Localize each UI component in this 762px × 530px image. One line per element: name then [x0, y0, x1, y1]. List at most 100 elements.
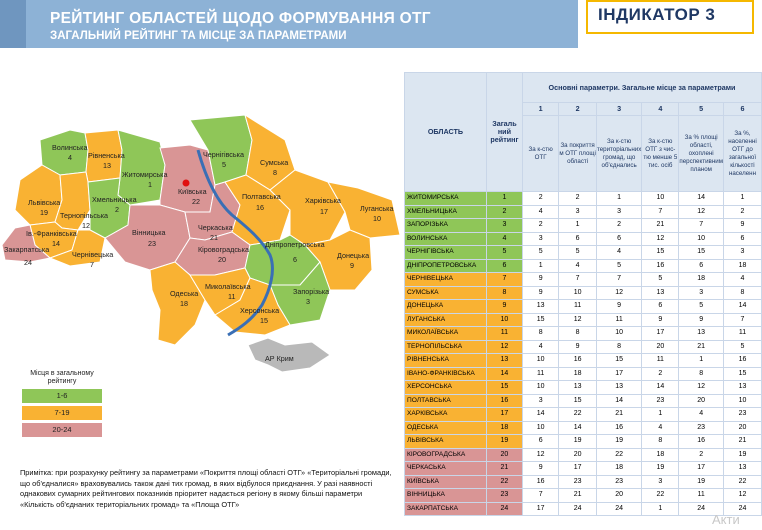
row-param-value: 14 [522, 407, 560, 422]
row-param-value: 12 [641, 231, 680, 246]
row-param-value: 22 [722, 474, 762, 489]
row-param-value: 3 [722, 245, 762, 260]
rank-chernivetska: 7 [90, 260, 94, 269]
region-labels: Волинська 4 Рівненська 13 Житомирська 1 … [4, 143, 393, 363]
rank-khmelnytska: 2 [115, 205, 119, 214]
row-param-value: 3 [522, 393, 560, 408]
row-param-value: 3 [595, 204, 643, 219]
row-param-value: 11 [522, 366, 560, 381]
label-volynska: Волинська [52, 143, 87, 152]
row-param-value: 24 [558, 501, 597, 516]
region-zhytomyrska[interactable] [117, 129, 166, 206]
row-param-value: 12 [678, 380, 724, 395]
row-param-value: 18 [595, 461, 643, 476]
group-header: Основні параметри. Загальне місце за пар… [522, 72, 762, 103]
param-name: За %, населенні ОТГ до загальної кількос… [722, 115, 762, 192]
row-param-value: 1 [641, 407, 680, 422]
row-param-value: 10 [678, 231, 724, 246]
rank-zhytomyrska: 1 [148, 180, 152, 189]
region-lvivska[interactable] [14, 164, 63, 226]
row-param-value: 24 [722, 501, 762, 516]
region-crimea[interactable] [247, 337, 331, 373]
row-param-value: 13 [595, 380, 643, 395]
page-subtitle: ЗАГАЛЬНИЙ РЕЙТИНГ ТА МІСЦЕ ЗА ПАРАМЕТРАМ… [50, 30, 347, 42]
row-param-value: 5 [722, 339, 762, 354]
row-param-value: 16 [595, 420, 643, 435]
param-name: За к-стю ОТГ з чис-тю менше 5 тис. осіб [641, 115, 680, 192]
param-number: 4 [641, 101, 680, 117]
row-param-value: 1 [641, 501, 680, 516]
region-odeska[interactable] [149, 261, 206, 346]
region-zakarpatska[interactable] [1, 224, 52, 263]
row-oblast-name: ЛЬВІВСЬКА [404, 434, 487, 449]
table-row: КИЇВСЬКА 22 16 23 23 3 19 22 [404, 474, 762, 489]
param-number: 6 [722, 101, 762, 117]
map-legend: Місця в загальному рейтингу 1-6 7-19 20-… [22, 370, 102, 437]
row-param-value: 16 [722, 353, 762, 368]
row-param-value: 8 [641, 434, 680, 449]
row-rank: 15 [485, 380, 524, 395]
label-kirovohradska: Кіровоградська [198, 245, 249, 254]
rank-zakarpatska: 24 [24, 258, 32, 267]
row-oblast-name: ЛУГАНСЬКА [404, 312, 487, 327]
row-param-value: 11 [558, 299, 597, 314]
row-param-value: 13 [558, 380, 597, 395]
row-param-value: 9 [641, 312, 680, 327]
row-param-value: 1 [522, 258, 560, 273]
row-oblast-name: ВОЛИНСЬКА [404, 231, 487, 246]
row-param-value: 17 [558, 461, 597, 476]
row-param-value: 8 [522, 326, 560, 341]
row-rank: 2 [485, 204, 524, 219]
row-param-value: 21 [595, 407, 643, 422]
region-chernivetska[interactable] [48, 229, 106, 267]
row-param-value: 12 [595, 285, 643, 300]
indicator-box [586, 0, 754, 34]
row-param-value: 5 [595, 258, 643, 273]
row-param-value: 7 [641, 204, 680, 219]
param-name: За покриття м ОТГ площі області [558, 115, 597, 192]
row-oblast-name: ЖИТОМИРСЬКА [404, 191, 487, 206]
ukraine-map: Волинська 4 Рівненська 13 Житомирська 1 … [1, 113, 400, 373]
row-param-value: 4 [558, 258, 597, 273]
row-param-value: 4 [678, 407, 724, 422]
table-row: ХАРКІВСЬКА 17 14 22 21 1 4 23 [404, 407, 762, 422]
label-zaporizka: Запорізька [293, 287, 329, 296]
indicator-label: ІНДИКАТОР 3 [598, 5, 716, 24]
row-param-value: 14 [558, 420, 597, 435]
row-param-value: 3 [641, 474, 680, 489]
row-rank: 21 [485, 461, 524, 476]
row-rank: 10 [485, 312, 524, 327]
row-param-value: 18 [641, 447, 680, 462]
param-number: 2 [558, 101, 597, 117]
region-khersonska[interactable] [214, 277, 291, 336]
row-param-value: 3 [522, 231, 560, 246]
row-param-value: 22 [641, 488, 680, 503]
row-param-value: 10 [522, 420, 560, 435]
row-param-value: 22 [558, 407, 597, 422]
row-param-value: 5 [558, 245, 597, 260]
legend-title: Місця в загальному рейтингу [30, 370, 94, 385]
row-param-value: 6 [641, 299, 680, 314]
row-param-value: 17 [641, 326, 680, 341]
rank-volynska: 4 [68, 153, 72, 162]
row-rank: 16 [485, 393, 524, 408]
table-row: ЧЕРКАСЬКА 21 9 17 18 19 17 13 [404, 461, 762, 476]
region-donetska[interactable] [304, 229, 373, 291]
row-param-value: 1 [595, 191, 643, 206]
watermark: Акти [712, 512, 740, 527]
row-oblast-name: ПОЛТАВСЬКА [404, 393, 487, 408]
rank-vinnytska: 23 [148, 239, 156, 248]
row-param-value: 20 [722, 420, 762, 435]
row-oblast-name: МИКОЛАЇВСЬКА [404, 326, 487, 341]
table-row: ХЕРСОНСЬКА 15 10 13 13 14 12 13 [404, 380, 762, 395]
row-param-value: 14 [595, 393, 643, 408]
row-param-value: 14 [641, 380, 680, 395]
label-odeska: Одеська [170, 289, 198, 298]
row-rank: 14 [485, 366, 524, 381]
row-param-value: 18 [558, 366, 597, 381]
region-luhanska[interactable] [327, 181, 400, 239]
label-vinnytska: Вінницька [132, 228, 166, 237]
table-row: ДНІПРОПЕТРОВСЬКА 6 1 4 5 16 6 18 [404, 258, 762, 273]
label-sumska: Сумська [260, 158, 288, 167]
row-rank: 3 [485, 218, 524, 233]
